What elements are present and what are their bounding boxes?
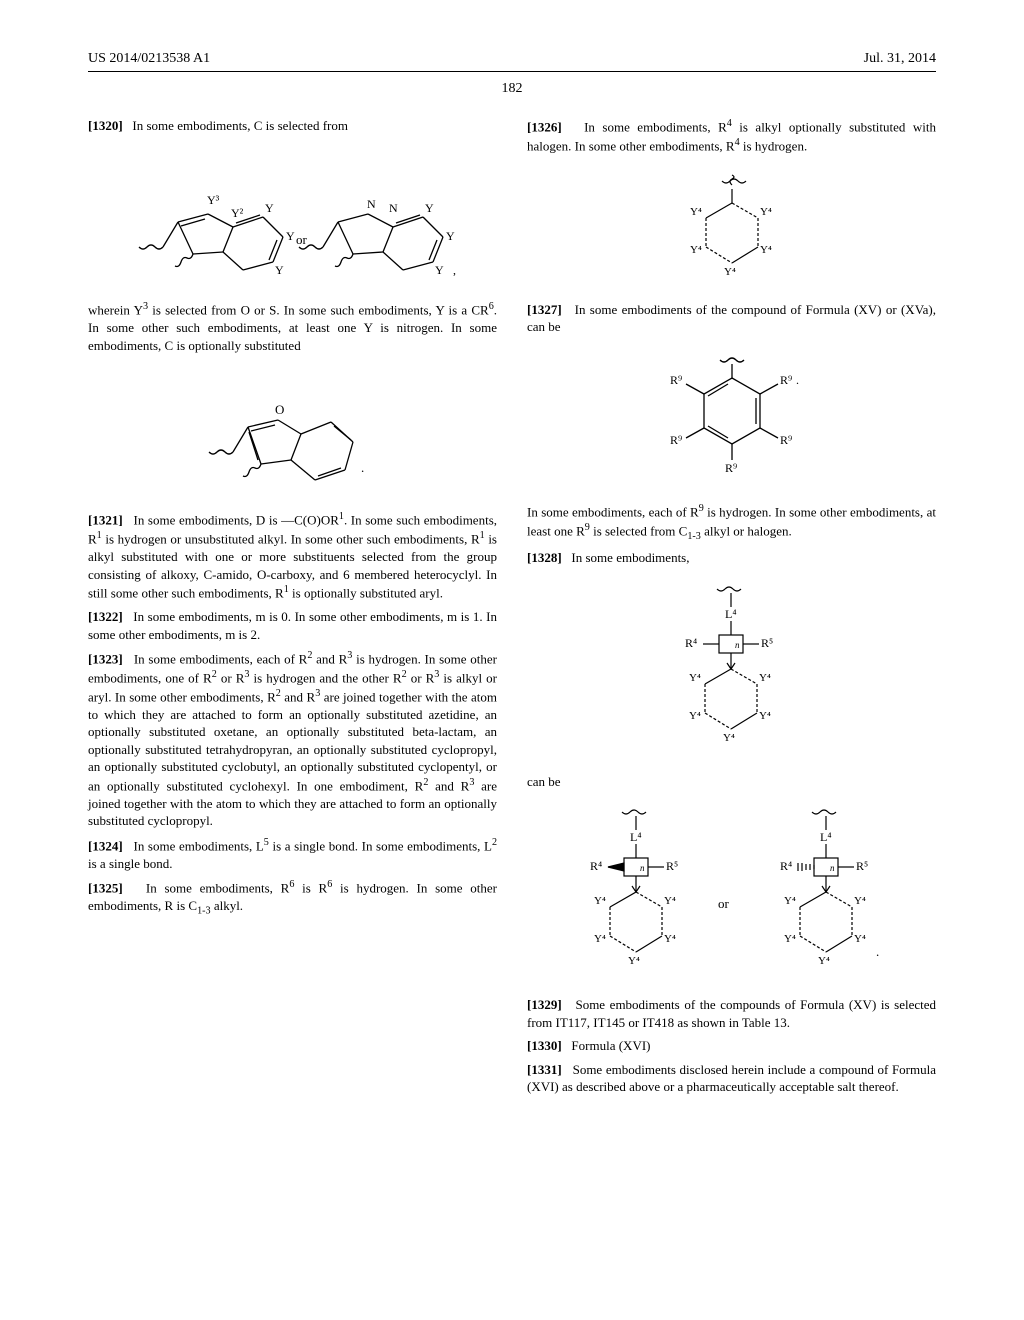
label-Y4: Y⁴ [690,244,702,256]
label-Y: Y [446,229,455,243]
post-diag1-text: wherein Y3 is selected from O or S. In s… [88,300,497,354]
label-O: O [275,402,284,417]
left-column: [1320] In some embodiments, C is selecte… [88,117,497,1102]
label-Y4: Y⁴ [759,710,771,722]
doc-number: US 2014/0213538 A1 [88,50,210,69]
chemical-structure-diagram: L⁴ R⁴ R⁵ n Y⁴ Y⁴ Y⁴ Y⁴ Y⁴ or [527,808,936,978]
label-Y4: Y⁴ [760,206,772,218]
chemical-structure-diagram: L⁴ R⁴ R⁵ n Y⁴ Y⁴ Y⁴ Y⁴ Y⁴ [527,585,936,755]
para-1326: [1326] In some embodiments, R4 is alkyl … [527,117,936,155]
post-diag3-text: In some embodiments, each of R9 is hydro… [527,502,936,543]
label-Y4: Y⁴ [689,710,701,722]
label-Y4: Y⁴ [818,955,830,967]
label-Y: Y [286,229,295,243]
label-n: n [640,863,645,873]
label-Y4: Y⁴ [854,895,866,907]
label-Y: Y [435,263,444,277]
label-R5: R⁵ [856,859,868,873]
label-Y4: Y⁴ [759,672,771,684]
label-n: n [830,863,835,873]
label-period: . [361,460,364,475]
label-Y3: Y³ [207,193,220,207]
label-or: or [296,232,308,247]
label-Y4: Y⁴ [784,895,796,907]
label-R4: R⁴ [685,636,697,650]
chemical-structure-diagram: Y⁴ Y⁴ Y⁴ Y⁴ Y⁴ [527,173,936,283]
label-Y4: Y⁴ [854,933,866,945]
label-N: N [389,201,398,215]
label-N: N [367,197,376,211]
label-Y: Y [275,263,284,277]
pub-date: Jul. 31, 2014 [864,50,936,69]
label-Y4: Y⁴ [760,244,772,256]
para-1321: [1321] In some embodiments, D is —C(O)OR… [88,510,497,602]
label-R9: R⁹ [670,373,682,387]
para-1324: [1324] In some embodiments, L5 is a sing… [88,836,497,872]
label-comma: , [453,263,456,277]
label-Y4: Y⁴ [724,266,736,278]
label-Y: Y [425,201,434,215]
para-1327: [1327] In some embodiments of the compou… [527,301,936,336]
label-R9: R⁹ [780,433,792,447]
para-1329: [1329] Some embodiments of the compounds… [527,996,936,1031]
label-Y: Y [265,201,274,215]
label-n: n [735,640,740,650]
label-R5: R⁵ [761,636,773,650]
label-Y4: Y⁴ [664,933,676,945]
label-period: . [876,944,879,959]
para-1323: [1323] In some embodiments, each of R2 a… [88,649,497,830]
label-R9: R⁹ [780,373,792,387]
page-header: US 2014/0213538 A1 Jul. 31, 2014 [88,50,936,72]
label-Y4: Y⁴ [784,933,796,945]
label-or: or [718,896,730,911]
label-Y4: Y⁴ [689,672,701,684]
label-Y4: Y⁴ [690,206,702,218]
label-R9: R⁹ [725,461,737,475]
label-R5: R⁵ [666,859,678,873]
chemical-structure-diagram: R⁹ . R⁹ R⁹ R⁹ R⁹ [527,354,936,484]
para-1322: [1322] In some embodiments, m is 0. In s… [88,608,497,643]
label-period: . [796,373,799,387]
label-Y2: Y² [231,206,244,220]
label-R9: R⁹ [670,433,682,447]
label-R4: R⁴ [590,859,602,873]
label-L4: L⁴ [725,607,737,621]
label-R4: R⁴ [780,859,792,873]
page-number: 182 [88,80,936,99]
label-Y4: Y⁴ [594,895,606,907]
label-Y4: Y⁴ [664,895,676,907]
para-1328: [1328] In some embodiments, [527,549,936,567]
para-1325: [1325] In some embodiments, R6 is R6 is … [88,878,497,918]
can-be-text: can be [527,773,936,791]
para-text: In some embodiments, C is selected from [132,118,348,133]
label-Y4: Y⁴ [628,955,640,967]
chemical-structure-diagram: Y³ Y² Y Y Y or [88,152,497,282]
label-L4: L⁴ [820,830,832,844]
label-Y4: Y⁴ [594,933,606,945]
para-1320: [1320] In some embodiments, C is selecte… [88,117,497,135]
label-Y4: Y⁴ [723,732,735,744]
right-column: [1326] In some embodiments, R4 is alkyl … [527,117,936,1102]
para-1330: [1330] Formula (XVI) [527,1037,936,1055]
label-L4: L⁴ [630,830,642,844]
chemical-structure-diagram: O . [88,372,497,492]
para-1331: [1331] Some embodiments disclosed herein… [527,1061,936,1096]
para-number: [1320] [88,118,123,133]
